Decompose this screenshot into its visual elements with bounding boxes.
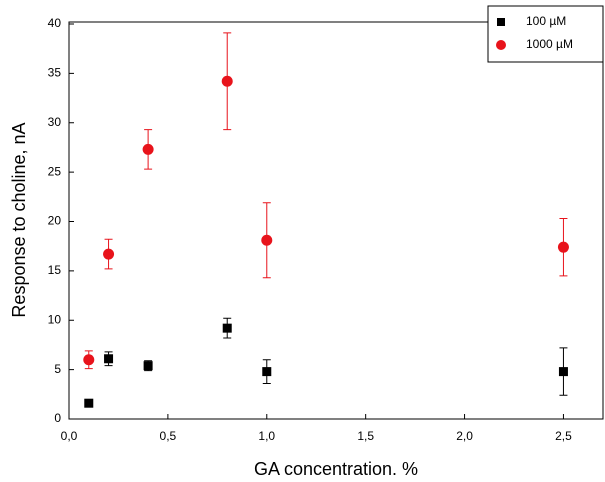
legend-label: 100 µM <box>526 14 566 28</box>
legend-marker <box>496 40 506 50</box>
plot-frame <box>68 21 604 420</box>
y-tick-label: 15 <box>48 263 62 277</box>
x-tick-label: 2,5 <box>555 429 572 443</box>
x-tick-label: 1,5 <box>357 429 374 443</box>
y-tick-label: 5 <box>54 362 61 376</box>
data-point <box>142 143 154 155</box>
x-tick-label: 2,0 <box>456 429 473 443</box>
legend-marker <box>497 18 505 26</box>
data-point <box>143 361 153 371</box>
x-tick-label: 0,5 <box>160 429 177 443</box>
x-axis-title: GA concentration. % <box>254 459 418 479</box>
data-point <box>261 234 273 246</box>
data-point <box>262 367 272 377</box>
y-tick-label: 25 <box>48 164 62 178</box>
y-tick-label: 20 <box>48 214 62 228</box>
data-point <box>221 75 233 87</box>
y-tick-label: 35 <box>48 66 62 80</box>
data-point <box>84 398 94 408</box>
data-point <box>557 241 569 253</box>
y-tick-label: 0 <box>54 411 61 425</box>
data-point <box>222 323 232 333</box>
x-tick-label: 1,0 <box>258 429 275 443</box>
data-point <box>103 248 115 260</box>
data-point <box>558 367 568 377</box>
legend-box <box>487 5 604 63</box>
y-tick-label: 30 <box>48 115 62 129</box>
x-tick-label: 0,0 <box>61 429 78 443</box>
legend-label: 1000 µM <box>526 37 573 51</box>
data-point <box>83 354 95 366</box>
data-point <box>104 354 114 364</box>
y-tick-label: 10 <box>48 312 62 326</box>
y-axis-title: Response to choline, nA <box>9 122 29 317</box>
y-tick-label: 40 <box>48 16 62 30</box>
